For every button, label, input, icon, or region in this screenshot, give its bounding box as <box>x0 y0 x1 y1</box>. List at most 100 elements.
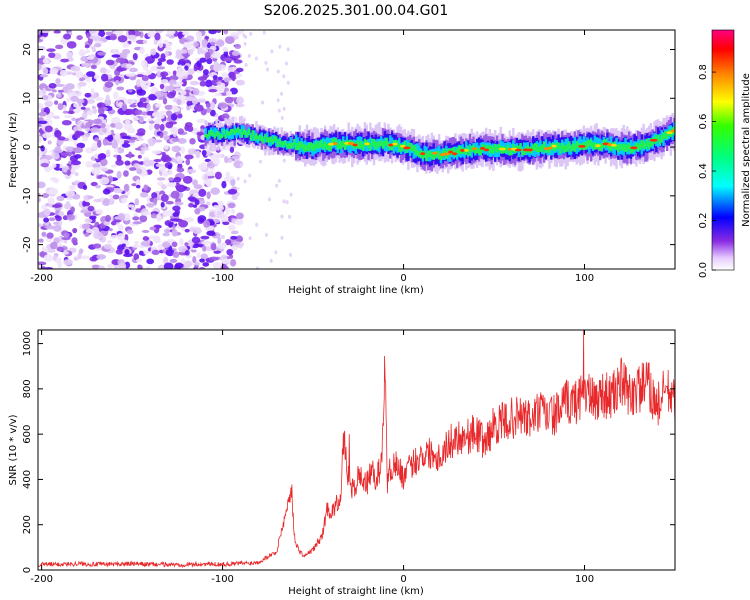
heatmap-noise-blob <box>225 239 232 246</box>
heatmap-noise-blob <box>208 86 217 91</box>
heatmap-noise-blob <box>202 245 207 252</box>
heatmap-ridge-cell <box>635 142 638 149</box>
heatmap-ridge-cell <box>289 142 292 149</box>
heatmap-noise-fleck <box>262 30 266 35</box>
colorbar-tick-label: 0.0 <box>698 262 709 278</box>
heatmap-noise-blob <box>42 67 49 75</box>
heatmap-ridge-cell <box>658 138 662 145</box>
heatmap-noise-blob <box>201 39 208 47</box>
heatmap-noise-blob <box>40 162 50 168</box>
heatmap-noise-blob <box>168 79 177 85</box>
heatmap-noise-blob <box>161 171 169 177</box>
heatmap-noise-blob <box>169 218 180 222</box>
heatmap-noise-blob <box>105 59 115 66</box>
heatmap-noise-blob <box>179 237 184 246</box>
heatmap-noise-blob <box>199 57 207 63</box>
heatmap-noise-blob <box>154 30 164 34</box>
heatmap-noise-blob <box>154 239 161 244</box>
y-tick-label: 800 <box>22 379 33 398</box>
heatmap-ridge-cell <box>369 143 372 152</box>
heatmap-ridge-cell <box>231 130 235 139</box>
heatmap-noise-blob <box>38 111 47 117</box>
heatmap-noise-blob <box>206 57 213 65</box>
heatmap-noise-blob <box>73 256 79 261</box>
heatmap-noise-blob <box>57 89 64 93</box>
heatmap-hotspot <box>403 146 411 150</box>
heatmap-ridge-cell <box>235 128 238 133</box>
heatmap-noise-blob <box>56 94 62 98</box>
heatmap-noise-blob <box>129 67 138 73</box>
heatmap-ridge-cell <box>535 144 539 153</box>
heatmap-noise-blob <box>81 62 91 67</box>
heatmap-noise-blob <box>162 97 168 105</box>
heatmap-noise-fleck <box>236 192 240 197</box>
heatmap-ridge-cell <box>215 131 218 137</box>
heatmap-ridge-cell <box>331 138 334 147</box>
heatmap-noise-blob <box>166 182 177 188</box>
heatmap-noise-blob <box>66 41 77 49</box>
heatmap-noise-blob <box>96 102 106 108</box>
heatmap-noise-fleck <box>248 173 252 178</box>
heatmap-noise-fleck <box>288 214 292 219</box>
heatmap-noise-blob <box>171 137 180 143</box>
heatmap-noise-blob <box>173 176 182 183</box>
heatmap-noise-blob <box>38 120 48 125</box>
heatmap-noise-blob <box>187 148 197 155</box>
heatmap-noise-blob <box>220 234 225 240</box>
y-tick-label: 400 <box>22 470 33 489</box>
x-tick-label: 100 <box>575 574 594 585</box>
heatmap-noise-blob <box>83 201 91 207</box>
heatmap-ridge-cell <box>294 143 298 151</box>
heatmap-noise-blob <box>106 240 113 244</box>
heatmap-noise-blob <box>116 146 125 154</box>
heatmap-noise-fleck <box>267 197 271 202</box>
heatmap-ridge-cell <box>497 146 501 157</box>
heatmap-noise-blob <box>162 210 168 218</box>
heatmap-noise-blob <box>96 175 103 180</box>
heatmap-noise-blob <box>184 65 189 71</box>
heatmap-ridge-cell <box>640 140 644 155</box>
heatmap-hotspot <box>332 142 338 145</box>
heatmap-ridge-cell <box>262 130 265 142</box>
heatmap-noise-fleck <box>276 69 280 74</box>
heatmap-noise-blob <box>180 258 186 265</box>
heatmap-noise-blob <box>129 104 137 108</box>
heatmap-noise-blob <box>123 183 130 192</box>
heatmap-ridge-cell <box>488 146 492 154</box>
heatmap-noise-blob <box>91 258 97 262</box>
heatmap-noise-blob <box>227 202 236 209</box>
heatmap-noise-blob <box>66 97 71 103</box>
heatmap-noise-blob <box>139 102 148 108</box>
heatmap-noise-blob <box>187 196 197 201</box>
heatmap-noise-blob <box>125 73 136 77</box>
heatmap-hotspot <box>498 147 506 151</box>
heatmap-ridge-cell <box>506 144 510 152</box>
heatmap-noise-blob <box>105 214 111 223</box>
heatmap-ridge-cell <box>474 146 477 154</box>
heatmap-hotspot <box>388 143 394 147</box>
heatmap-noise-blob <box>123 122 133 131</box>
heatmap-noise-blob <box>154 118 162 124</box>
heatmap-noise-blob <box>46 48 56 52</box>
heatmap-noise-blob <box>132 216 140 221</box>
heatmap-ridge-cell <box>564 138 568 150</box>
heatmap-noise-blob <box>154 90 165 98</box>
heatmap-noise-blob <box>177 31 183 40</box>
heatmap-noise-fleck <box>255 222 259 227</box>
colorbar-ticks: 0.0 0.2 0.4 0.6 0.8 <box>698 64 716 278</box>
heatmap-noise-blob <box>60 152 69 156</box>
heatmap-noise-blob <box>171 145 182 153</box>
heatmap-noise-blob <box>172 212 180 217</box>
heatmap-noise-blob <box>197 163 208 170</box>
heatmap-ridge-cell <box>213 134 216 139</box>
heatmap-ridge-cell <box>342 140 345 148</box>
heatmap-noise-blob <box>213 64 222 72</box>
heatmap-noise-blob <box>135 132 146 136</box>
heatmap-ridge-cell <box>390 137 394 148</box>
heatmap-noise-fleck <box>254 56 258 61</box>
heatmap-noise-blob <box>164 104 174 110</box>
heatmap-noise-blob <box>160 201 165 208</box>
heatmap-noise-blob <box>53 115 60 120</box>
heatmap-noise-blob <box>122 42 130 48</box>
heatmap-noise-blob <box>86 71 96 77</box>
